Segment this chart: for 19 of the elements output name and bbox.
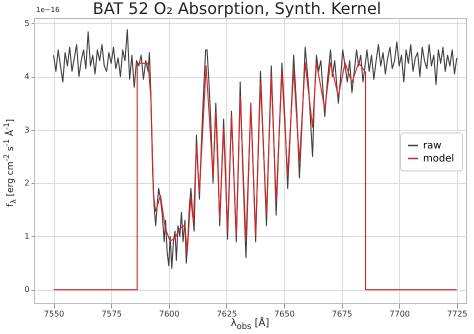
x-tick-label: 7700 <box>390 310 410 318</box>
x-axis-title: λ$_{obs}$ [Å] <box>230 318 270 332</box>
x-tick-label: 7600 <box>159 310 180 318</box>
legend-label: model <box>423 154 454 164</box>
y-tick-label: 0 <box>24 285 30 294</box>
y-tick-label: 5 <box>24 18 30 28</box>
y-tick-label: 3 <box>24 125 30 134</box>
line-series <box>53 62 458 290</box>
x-tick-label: 7650 <box>274 310 295 318</box>
x-tick-label: 7625 <box>216 310 238 318</box>
x-tick-label: 7550 <box>44 310 64 318</box>
y-tick-label: 4 <box>24 72 30 82</box>
x-tick-label: 7725 <box>447 310 468 318</box>
chart-title: BAT 52 O₂ Absorption, Synth. Kernel <box>92 0 382 18</box>
x-tick-label: 7575 <box>102 310 122 318</box>
y-tick-label: 1 <box>24 232 30 241</box>
x-tick-label: 7675 <box>332 310 352 318</box>
legend-label: raw <box>423 140 442 152</box>
y-tick-label: 2 <box>24 178 30 188</box>
